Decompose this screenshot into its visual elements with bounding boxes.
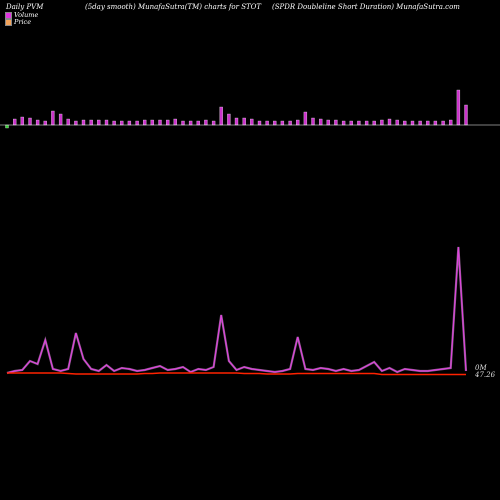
volume-bar	[135, 120, 139, 126]
volume-bar	[234, 117, 239, 126]
volume-bar	[280, 120, 285, 126]
volume-bar	[265, 120, 269, 126]
volume-bar	[181, 120, 185, 126]
volume-bar	[28, 117, 32, 126]
volume-bar	[20, 116, 24, 126]
volume-line-glow	[6, 246, 468, 375]
volume-bar	[143, 119, 147, 126]
volume-bar	[97, 119, 101, 126]
volume-bar	[158, 119, 162, 126]
volume-bar	[410, 120, 415, 126]
volume-bar	[250, 118, 254, 126]
legend-volume: Volume	[5, 11, 38, 19]
volume-bar	[341, 120, 346, 126]
volume-bar	[104, 119, 109, 126]
volume-bar	[120, 120, 124, 126]
volume-bar	[150, 119, 154, 126]
volume-bar	[464, 104, 468, 126]
volume-bar	[219, 106, 223, 126]
last-price-label: 47.26	[475, 371, 496, 379]
volume-bar	[319, 118, 323, 126]
volume-bar	[311, 117, 315, 126]
volume-bar	[51, 110, 55, 126]
volume-bar	[89, 119, 93, 126]
chart-header-right: (SPDR Doubleline Short Duration) MunafaS…	[272, 3, 460, 11]
volume-bar	[242, 117, 246, 126]
volume-bar	[13, 118, 17, 126]
chart-header-left: Daily PVM	[6, 3, 44, 11]
volume-bar	[211, 120, 216, 126]
volume-bar	[349, 120, 353, 126]
volume-bar	[74, 120, 78, 126]
volume-bar	[449, 119, 453, 126]
volume-bar	[357, 120, 361, 126]
legend-price: Price	[5, 18, 31, 26]
volume-bar	[403, 120, 407, 126]
volume-bar	[58, 113, 63, 126]
volume-bar	[173, 118, 177, 126]
volume-bar	[296, 119, 300, 126]
volume-bars-group	[5, 89, 468, 129]
volume-bar	[166, 119, 170, 126]
volume-bar	[418, 120, 422, 126]
legend-price-label: Price	[14, 18, 32, 26]
volume-bar	[204, 119, 208, 126]
volume-bar	[387, 118, 392, 126]
volume-bar	[372, 120, 376, 126]
volume-bar	[43, 120, 47, 126]
legend-volume-swatch	[5, 11, 12, 19]
volume-bar	[441, 120, 445, 126]
volume-bar-down	[5, 124, 9, 129]
volume-line	[6, 246, 467, 374]
volume-bar	[35, 119, 40, 126]
volume-bar	[433, 120, 438, 126]
legend-volume-label: Volume	[14, 11, 39, 19]
volume-bar	[395, 119, 399, 126]
volume-bar	[227, 113, 231, 126]
last-volume-label: 0M	[475, 364, 487, 372]
volume-bar	[196, 120, 200, 126]
volume-bar	[188, 120, 193, 126]
volume-bar	[66, 118, 70, 126]
volume-bar	[334, 119, 338, 126]
legend-price-swatch	[5, 18, 12, 26]
volume-bar	[273, 120, 277, 126]
price-line	[7, 372, 466, 376]
volume-bar	[257, 120, 262, 126]
volume-bar	[380, 119, 384, 126]
volume-bar	[326, 119, 330, 126]
volume-bar	[288, 120, 292, 126]
volume-bar	[456, 89, 461, 126]
chart-header-title: (5day smooth) MunafaSutra(TM) charts for…	[85, 3, 262, 11]
volume-bar	[364, 120, 369, 126]
volume-bar	[112, 120, 116, 126]
volume-bar	[127, 120, 132, 126]
volume-bar	[81, 119, 86, 126]
volume-bar	[426, 120, 430, 126]
volume-bar	[303, 111, 308, 126]
